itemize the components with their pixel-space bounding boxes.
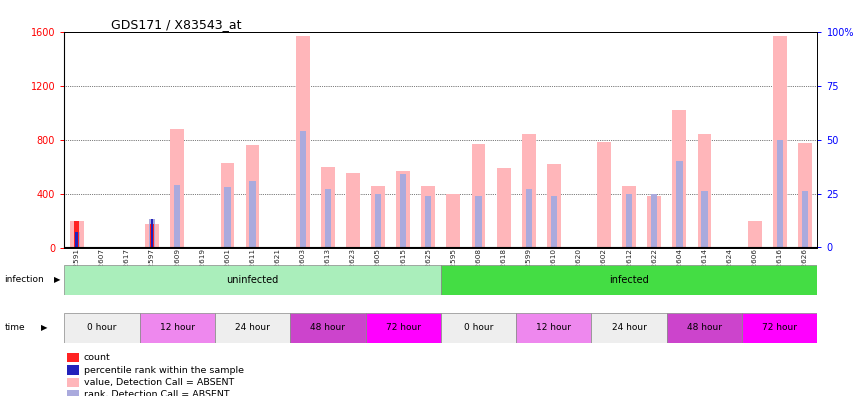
Bar: [64, 265, 441, 295]
Bar: [651, 194, 657, 248]
Bar: [421, 186, 435, 248]
Bar: [64, 313, 140, 343]
Bar: [170, 129, 184, 248]
Bar: [441, 313, 516, 343]
Bar: [773, 36, 787, 248]
Text: rank, Detection Call = ABSENT: rank, Detection Call = ABSENT: [84, 390, 229, 396]
Bar: [321, 167, 335, 248]
Text: percentile rank within the sample: percentile rank within the sample: [84, 366, 244, 375]
Text: 24 hour: 24 hour: [235, 323, 270, 332]
Text: 48 hour: 48 hour: [311, 323, 345, 332]
Text: time: time: [4, 324, 25, 332]
Bar: [742, 313, 817, 343]
Bar: [698, 134, 711, 248]
Bar: [75, 232, 78, 248]
Bar: [802, 191, 808, 248]
Bar: [68, 366, 80, 375]
Bar: [676, 161, 682, 248]
Bar: [776, 139, 783, 248]
Text: 0 hour: 0 hour: [464, 323, 493, 332]
Bar: [396, 171, 410, 248]
Bar: [647, 196, 661, 248]
Bar: [798, 143, 811, 248]
Bar: [701, 191, 708, 248]
Bar: [215, 313, 290, 343]
Bar: [748, 221, 762, 248]
Text: 48 hour: 48 hour: [687, 323, 722, 332]
Bar: [591, 313, 667, 343]
Bar: [447, 194, 461, 248]
Bar: [224, 187, 230, 248]
Bar: [522, 134, 536, 248]
Text: 72 hour: 72 hour: [763, 323, 797, 332]
Bar: [68, 353, 80, 362]
Bar: [249, 181, 256, 248]
Bar: [146, 224, 159, 248]
Bar: [667, 313, 742, 343]
Bar: [400, 174, 407, 248]
Text: GDS171 / X83543_at: GDS171 / X83543_at: [111, 18, 241, 31]
Bar: [324, 189, 331, 248]
Bar: [550, 196, 557, 248]
Bar: [74, 221, 79, 248]
Bar: [622, 186, 636, 248]
Bar: [475, 196, 482, 248]
Text: infection: infection: [4, 276, 44, 284]
Bar: [174, 185, 181, 248]
Bar: [526, 189, 532, 248]
Text: 12 hour: 12 hour: [160, 323, 194, 332]
Bar: [149, 219, 155, 248]
Bar: [516, 313, 591, 343]
Text: uninfected: uninfected: [226, 275, 279, 285]
Bar: [68, 378, 80, 387]
Bar: [346, 173, 360, 248]
Bar: [441, 265, 817, 295]
Text: 12 hour: 12 hour: [537, 323, 571, 332]
Bar: [547, 164, 561, 248]
Bar: [221, 162, 235, 248]
Bar: [597, 142, 611, 248]
Bar: [375, 194, 381, 248]
Bar: [425, 196, 431, 248]
Bar: [496, 168, 510, 248]
Bar: [74, 232, 80, 248]
Text: infected: infected: [609, 275, 649, 285]
Text: ▶: ▶: [54, 276, 61, 284]
Bar: [70, 221, 84, 248]
Bar: [150, 224, 154, 248]
Bar: [366, 313, 441, 343]
Text: 24 hour: 24 hour: [612, 323, 646, 332]
Text: value, Detection Call = ABSENT: value, Detection Call = ABSENT: [84, 378, 234, 387]
Bar: [290, 313, 366, 343]
Bar: [151, 219, 153, 248]
Bar: [626, 194, 633, 248]
Bar: [472, 144, 485, 248]
Text: 72 hour: 72 hour: [386, 323, 420, 332]
Bar: [68, 390, 80, 396]
Bar: [246, 145, 259, 248]
Text: ▶: ▶: [41, 324, 48, 332]
Text: 0 hour: 0 hour: [87, 323, 116, 332]
Bar: [372, 186, 385, 248]
Bar: [300, 131, 306, 248]
Bar: [673, 110, 687, 248]
Bar: [296, 36, 310, 248]
Bar: [140, 313, 215, 343]
Text: count: count: [84, 353, 110, 362]
